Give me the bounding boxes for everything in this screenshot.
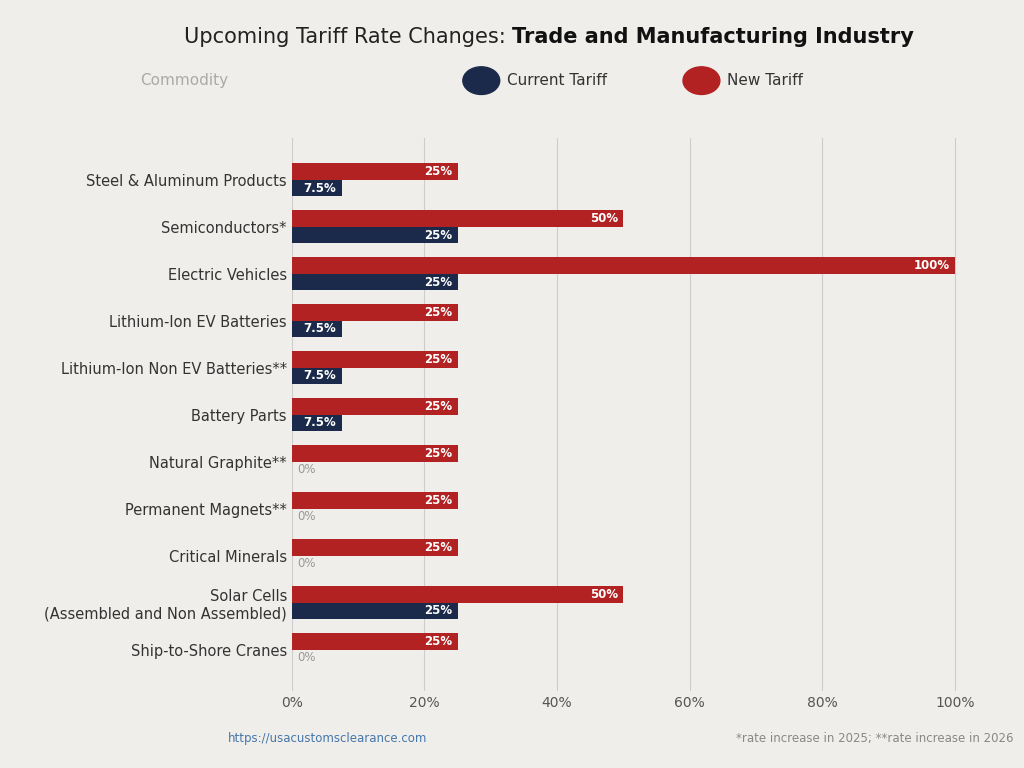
Text: 100%: 100% <box>913 259 949 272</box>
Text: 0%: 0% <box>297 651 315 664</box>
Bar <box>292 304 458 321</box>
Bar <box>292 321 342 337</box>
Text: 7.5%: 7.5% <box>303 323 336 336</box>
Text: New Tariff: New Tariff <box>727 73 803 88</box>
Text: 50%: 50% <box>590 212 618 225</box>
Text: 25%: 25% <box>424 229 453 241</box>
Text: Trade and Manufacturing Industry: Trade and Manufacturing Industry <box>512 27 913 47</box>
Text: Upcoming Tariff Rate Changes:: Upcoming Tariff Rate Changes: <box>183 27 512 47</box>
Bar <box>292 539 458 556</box>
Bar <box>292 210 624 227</box>
Bar <box>292 415 342 431</box>
Text: https://usacustomsclearance.com: https://usacustomsclearance.com <box>228 732 427 745</box>
Bar <box>292 492 458 508</box>
Circle shape <box>683 67 720 94</box>
Text: 7.5%: 7.5% <box>303 369 336 382</box>
Text: 0%: 0% <box>297 511 315 524</box>
Text: 25%: 25% <box>424 400 453 413</box>
Text: 25%: 25% <box>424 276 453 289</box>
Text: *rate increase in 2025; **rate increase in 2026: *rate increase in 2025; **rate increase … <box>736 732 1014 745</box>
Bar <box>292 227 458 243</box>
Text: 0%: 0% <box>297 463 315 476</box>
Bar <box>292 633 458 650</box>
Bar <box>292 368 342 384</box>
Bar <box>292 445 458 462</box>
Bar <box>292 273 458 290</box>
Text: Current Tariff: Current Tariff <box>507 73 607 88</box>
Text: 25%: 25% <box>424 447 453 460</box>
Text: 25%: 25% <box>424 604 453 617</box>
Bar <box>292 164 458 180</box>
Bar <box>292 399 458 415</box>
Bar <box>292 351 458 368</box>
Text: 25%: 25% <box>424 541 453 554</box>
Bar <box>292 257 955 273</box>
Text: 7.5%: 7.5% <box>303 181 336 194</box>
Text: 25%: 25% <box>424 306 453 319</box>
Bar <box>292 180 342 197</box>
Text: 50%: 50% <box>590 588 618 601</box>
Text: 25%: 25% <box>424 165 453 178</box>
Text: 7.5%: 7.5% <box>303 416 336 429</box>
Circle shape <box>463 67 500 94</box>
Text: 25%: 25% <box>424 494 453 507</box>
Text: 0%: 0% <box>297 558 315 571</box>
Text: Commodity: Commodity <box>140 73 228 88</box>
Bar <box>292 603 458 619</box>
Text: 25%: 25% <box>424 635 453 648</box>
Bar <box>292 586 624 603</box>
Text: 25%: 25% <box>424 353 453 366</box>
